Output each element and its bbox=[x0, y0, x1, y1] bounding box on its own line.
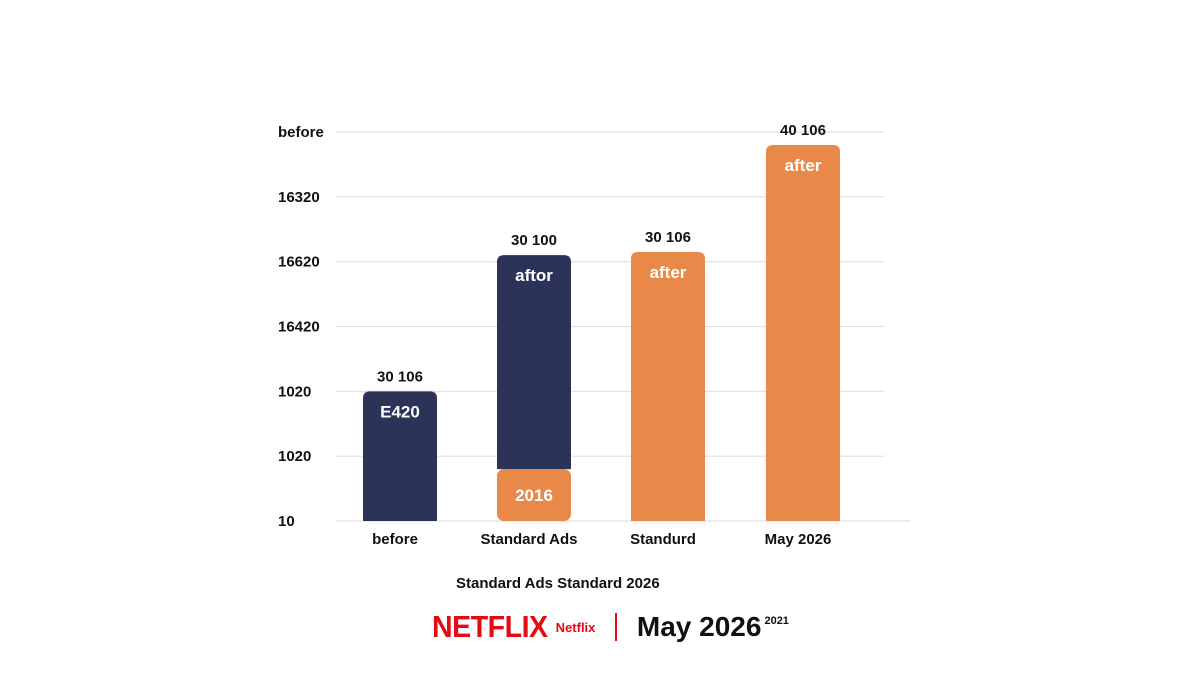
x-tick-label: Standard Ads bbox=[481, 531, 578, 548]
x-tick-label: May 2026 bbox=[765, 531, 832, 548]
footer-date: May 2026 bbox=[636, 611, 762, 642]
bar-segment bbox=[363, 391, 437, 521]
netflix-logo: NETFLIX bbox=[432, 609, 548, 644]
bar-value-label: 30 100 bbox=[511, 232, 557, 249]
bar-inner-label: E420 bbox=[380, 402, 420, 421]
y-tick-label: 16420 bbox=[278, 319, 320, 336]
bar-inner-label: after bbox=[785, 156, 822, 175]
bar-inner-label: after bbox=[650, 263, 687, 282]
footer-divider bbox=[615, 613, 617, 641]
x-tick-label: before bbox=[372, 531, 418, 548]
bar-value-label: 30 106 bbox=[645, 229, 691, 246]
netflix-sublabel: Netflix bbox=[555, 619, 596, 635]
x-tick-label: Standurd bbox=[630, 531, 696, 548]
bar-value-label: 30 106 bbox=[377, 368, 423, 385]
footer: NETFLIX Netflix May 2026 2021 bbox=[432, 607, 789, 647]
bar-value-label: 40 106 bbox=[780, 122, 826, 139]
bar-segment bbox=[497, 469, 571, 521]
footer-date-superscript: 2021 bbox=[764, 615, 789, 627]
y-tick-label: 1020 bbox=[278, 448, 311, 465]
bar-segment bbox=[766, 144, 840, 521]
segment-label: 2016 bbox=[515, 486, 553, 505]
y-tick-label: 16320 bbox=[278, 189, 320, 206]
y-tick-label: 1020 bbox=[278, 383, 311, 400]
bar-segment bbox=[497, 255, 571, 470]
chart-caption: Standard Ads Standard 2026 bbox=[456, 575, 660, 592]
y-tick-label: before bbox=[278, 124, 324, 141]
bar-inner-label: aftor bbox=[515, 266, 553, 285]
y-tick-label: 16620 bbox=[278, 254, 320, 271]
y-tick-label: 10 bbox=[278, 513, 295, 530]
bar-segment bbox=[631, 251, 705, 522]
